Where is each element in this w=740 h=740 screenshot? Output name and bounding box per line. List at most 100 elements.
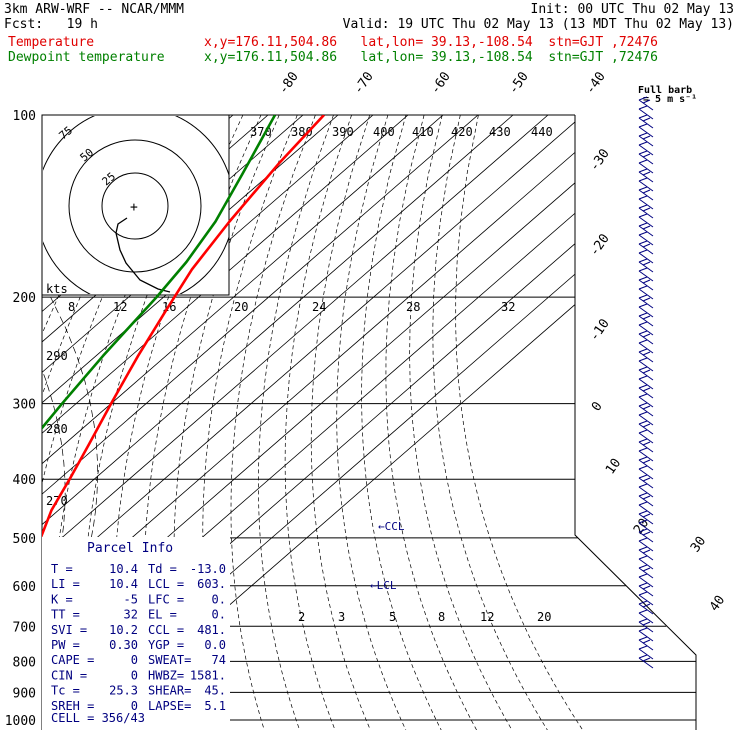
wind-barb-flag [638,258,648,263]
wind-barb [638,294,654,309]
parcel-right-value: 481. [197,623,226,637]
wind-barb-flag [638,213,648,218]
wind-barb-shaft [638,243,654,255]
wind-barb [638,267,654,282]
mixing-ratio-label: 20 [234,300,248,314]
wind-barb [638,159,654,174]
theta-label: 280 [46,422,68,436]
pressure-label-200: 200 [13,291,36,306]
wind-barb-shaft [638,252,654,264]
wind-barb-flag [638,285,648,290]
wind-barb-flag [638,321,648,326]
wind-barb [638,438,654,453]
parcel-info-title: Parcel Info [87,541,173,556]
parcel-left-value: 0 [131,699,138,713]
parcel-right-value: -13.0 [190,562,226,576]
dry-adiabat-line [310,115,372,730]
wind-barb-shaft [638,549,654,561]
wind-barb-flag [638,627,648,632]
parcel-left-label: CIN = [51,668,87,682]
wind-barb [638,123,654,138]
wind-barb [638,258,654,273]
pressure-label-300: 300 [13,398,36,413]
wind-barb-shaft [638,342,654,354]
wind-barb-flag [638,123,648,128]
wind-barb-half [642,567,651,572]
wind-barb-flag [638,186,648,191]
parcel-left-label: PW = [51,638,80,652]
parcel-left-label: LI = [51,577,80,591]
wind-barb [638,510,654,525]
parcel-cell: CELL = 356/43 [51,711,145,725]
wind-barb-shaft [638,162,654,174]
wind-barb-shaft [638,432,654,444]
dry-adiabat-line [42,115,44,730]
isotherm-line [42,115,514,730]
wind-barb-half [642,261,651,266]
temperature-tick-label: -80 [276,69,302,97]
wind-barb-half [642,513,651,518]
pressure-label-1000: 1000 [5,714,36,729]
wind-barb-shaft [638,657,654,669]
wind-barb-shaft [638,207,654,219]
parcel-right-value: 603. [197,577,226,591]
dewpoint-profile [42,115,277,682]
dry-adiabat-line [42,115,171,730]
wind-barb [638,384,654,399]
wind-barb-shaft [638,153,654,165]
wind-barb-flag [638,528,648,533]
hodograph-ring [101,172,169,240]
parcel-right-label: SHEAR= [148,684,191,698]
wind-barb-shaft [638,567,654,579]
wind-barb-shaft [638,531,654,543]
parcel-right-label: SWEAT= [148,653,191,667]
parcel-left-label: K = [51,592,73,606]
wind-barb [638,591,654,606]
wind-barb-half [642,423,651,428]
wind-barb [638,654,654,669]
wind-barb [638,105,654,120]
wind-barb-shaft [638,441,654,453]
parcel-left-value: 10.4 [109,577,138,591]
ccl-annotation: ←CCL [378,520,405,533]
wind-barb-flag [638,573,648,578]
parcel-right-value: 0. [212,592,226,606]
wind-barb-flag [638,438,648,443]
wind-barb-flag [638,96,648,101]
wind-barb-shaft [638,387,654,399]
wind-barb-shaft [638,450,654,462]
wind-barb-shaft [638,522,654,534]
wind-barb [638,249,654,264]
wind-barb [638,195,654,210]
wind-barb [638,627,654,642]
wind-barbs: Full barb= 5 m s⁻¹ [638,85,697,669]
wind-barb-shaft [638,171,654,183]
wind-barb [638,564,654,579]
wind-barb-half [642,189,651,194]
wind-barb-flag [638,357,648,362]
parcel-left-value: 32 [124,608,138,622]
wind-barb [638,321,654,336]
wind-barb-half [642,225,651,230]
pressure-label-100: 100 [13,109,36,124]
mixing-ratio-label: 28 [406,300,420,314]
temperature-tick-label: 10 [603,456,624,477]
wind-barb [638,132,654,147]
wind-barb-flag [638,303,648,308]
hodograph-center-mark: + [130,200,138,215]
parcel-box-bg [42,537,230,730]
wind-barb [638,528,654,543]
mixing-ratio-label: 32 [501,300,515,314]
wind-barb [638,600,654,615]
wind-barb [638,114,654,129]
wind-barb-shaft [638,477,654,489]
pressure-label-400: 400 [13,473,36,488]
wind-barb-shaft [638,360,654,372]
parcel-left-label: CAPE = [51,653,94,667]
wind-barb-flag [638,429,648,434]
wind-barb [638,456,654,471]
wind-barb [638,141,654,156]
wind-barb-half [642,585,651,590]
parcel-right-label: YGP = [148,638,184,652]
parcel-left-label: SREH = [51,699,94,713]
